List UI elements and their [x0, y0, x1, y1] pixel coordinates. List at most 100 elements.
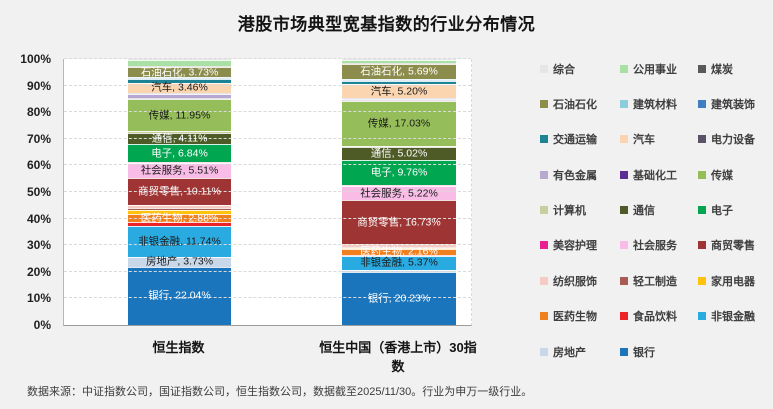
segment-data-label: 通信, 5.02%: [370, 147, 428, 160]
y-axis: 0% 10% 20% 30% 40% 50% 60% 70% 80% 90% 100%: [0, 52, 57, 332]
legend-label: 煤炭: [711, 63, 733, 76]
bar-segment-食品饮料: [342, 254, 456, 256]
segment-data-label: 银行, 22.04%: [148, 289, 211, 302]
segment-data-label: 医药生物, 2.88%: [140, 212, 219, 225]
legend-item-食品饮料: 食品饮料: [620, 310, 698, 323]
legend-swatch-icon: [540, 347, 548, 356]
legend-item-家用电器: 家用电器: [698, 274, 772, 288]
segment-data-label: 社会服务, 5.22%: [360, 187, 438, 200]
bar-segment-汽车: 汽车, 3.46%: [128, 82, 231, 93]
legend-swatch-icon: [620, 99, 628, 108]
legend-label: 公用事业: [633, 63, 677, 76]
legend-label: 电子: [711, 205, 733, 217]
legend-label: 电力设备: [711, 134, 755, 147]
y-tick-label: 100%: [20, 52, 51, 66]
gridline: [64, 297, 471, 299]
legend-item-通信: 通信: [620, 204, 698, 217]
legend-label: 医药生物: [553, 311, 597, 324]
legend-item-综合: 综合: [540, 62, 620, 76]
legend-swatch-icon: [698, 64, 706, 73]
legend-label: 综合: [553, 63, 575, 76]
bar-segment-银行: 银行, 20.23%: [342, 271, 456, 325]
bar-segment-食品饮料: [128, 221, 231, 226]
legend-item-基础化工: 基础化工: [620, 168, 698, 182]
legend-swatch-icon: [540, 170, 548, 179]
bar-segment-非银金融: 非银金融, 5.37%: [342, 255, 456, 270]
legend-swatch-icon: [540, 135, 548, 144]
bar-segment-建筑装饰: [342, 80, 456, 82]
bar-segment-银行: 银行, 22.04%: [128, 266, 231, 325]
segment-data-label: 汽车, 3.46%: [151, 81, 208, 94]
y-tick-label: 50%: [26, 185, 51, 199]
bar-segment-轻工制造: [342, 246, 456, 248]
bar-segment-非银金融: 非银金融, 11.74%: [128, 225, 231, 257]
gridline: [64, 58, 471, 59]
legend-swatch-icon: [698, 206, 706, 214]
bar-segment-社会服务: 社会服务, 5.22%: [342, 186, 456, 201]
legend-label: 建筑材料: [633, 98, 677, 111]
bar-segment-房地产: [342, 269, 456, 272]
bar-segment-石油石化: 石油石化, 3.73%: [128, 67, 231, 78]
bar-segment-房地产: 房地产, 3.73%: [128, 256, 231, 267]
legend-item-煤炭: 煤炭: [698, 62, 772, 76]
gridline: [64, 191, 471, 192]
bar-segment-美容护理: [128, 162, 231, 164]
legend-swatch-icon: [540, 312, 548, 321]
legend-label: 食品饮料: [633, 311, 677, 324]
legend: 综合 公用事业 煤炭 石油石化 建筑材料 建筑装饰 交通运输 汽车 电力设备 有色金属 基础化工 传媒…: [540, 62, 772, 359]
legend-label: 建筑装饰: [711, 98, 755, 111]
segment-data-label: 房地产, 3.73%: [145, 255, 214, 268]
bar-segment-公用事业: [342, 59, 456, 64]
legend-swatch-icon: [698, 99, 706, 108]
y-tick-label: 80%: [26, 105, 51, 120]
legend-swatch-icon: [620, 241, 628, 250]
legend-item-电子: 电子: [698, 204, 772, 217]
chart-title: 港股市场典型宽基指数的行业分布情况: [237, 15, 536, 34]
legend-label: 交通运输: [553, 134, 597, 147]
data-source-note: 数据来源：中证指数公司，国证指数公司，恒生指数公司，数据截至2025/11/30…: [27, 386, 533, 398]
segment-data-label: 汽车, 5.20%: [370, 85, 428, 98]
bar-segment-通信: 通信, 5.02%: [342, 146, 456, 160]
bar-segment-电子: 电子, 9.76%: [342, 159, 456, 186]
gridline: [64, 244, 471, 246]
legend-swatch-icon: [698, 170, 706, 179]
segment-data-label: 非银金融, 5.37%: [360, 256, 438, 269]
bar-segment-通信: 通信, 4.11%: [128, 133, 231, 144]
legend-item-传媒: 传媒: [698, 168, 772, 182]
legend-swatch-icon: [620, 64, 628, 73]
y-tick-label: 90%: [26, 78, 51, 93]
bar-segment-家用电器: [128, 209, 231, 215]
bar-segment-家用电器: [342, 247, 456, 249]
segment-data-label: 石油石化, 5.69%: [360, 65, 438, 78]
y-tick-label: 20%: [26, 264, 51, 279]
segment-data-label: 电子, 9.76%: [370, 166, 428, 179]
legend-label: 有色金属: [553, 169, 597, 182]
segment-data-label: 电子, 6.84%: [151, 147, 208, 160]
gridline: [64, 111, 471, 113]
legend-item-非银金融: 非银金融: [698, 310, 772, 323]
legend-item-社会服务: 社会服务: [620, 239, 698, 252]
legend-swatch-icon: [540, 64, 548, 73]
bar-segment-建筑装饰: [128, 78, 231, 80]
segment-data-label: 非银金融, 11.74%: [138, 235, 221, 248]
y-tick-label: 0%: [33, 318, 51, 332]
bar-segment-公用事业: [128, 59, 231, 67]
bar-segment-商贸零售: 商贸零售, 10.11%: [128, 177, 231, 205]
legend-swatch-icon: [540, 206, 548, 214]
bar-segment-交通运输: [342, 81, 456, 85]
segment-data-label: 通信, 4.11%: [151, 132, 208, 145]
bar-segment-商贸零售: 商贸零售, 16.73%: [342, 200, 456, 244]
bar-segment-有色金属: [128, 93, 231, 99]
legend-swatch-icon: [698, 312, 706, 321]
bar-segment-汽车: 汽车, 5.20%: [342, 84, 456, 98]
gridline: [64, 84, 471, 86]
bar-segment-计算机: [128, 130, 231, 134]
legend-swatch-icon: [698, 276, 706, 285]
legend-label: 美容护理: [553, 240, 597, 253]
legend-label: 轻工制造: [633, 275, 677, 288]
legend-label: 社会服务: [633, 240, 677, 253]
legend-swatch-icon: [620, 276, 628, 285]
bar-segment-轻工制造: [128, 207, 231, 210]
segment-data-label: 银行, 20.23%: [367, 292, 431, 305]
y-tick-label: 10%: [26, 291, 51, 306]
